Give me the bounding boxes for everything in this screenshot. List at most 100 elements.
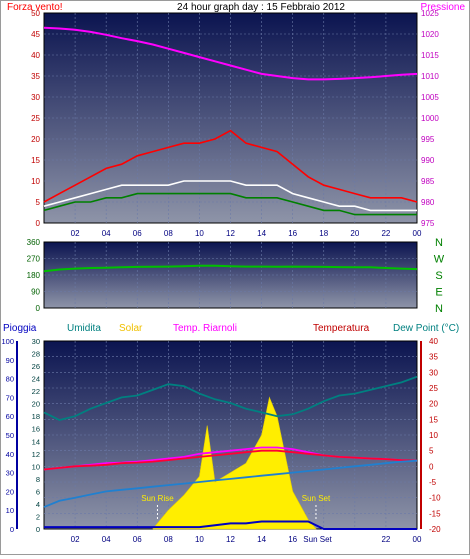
wind-x-tick: 06 — [133, 229, 142, 238]
humidity-y-tick: 4 — [36, 500, 40, 509]
direction-y-tick: 0 — [36, 304, 41, 313]
humidity-y-tick: 26 — [32, 362, 40, 371]
humidity-y-tick: 18 — [32, 412, 40, 421]
wind-y-tick: 50 — [31, 9, 40, 18]
sun-set-label: Sun Set — [302, 494, 331, 503]
temperature-x-tick: 08 — [164, 535, 173, 544]
temperature-y-tick: 10 — [429, 431, 438, 440]
rain-y-tick: 80 — [6, 375, 14, 384]
pressure-axis-title: Pressione — [421, 2, 466, 13]
humidity-y-tick: 2 — [36, 512, 40, 521]
temperature-y-tick: -15 — [429, 509, 441, 518]
wind-y-tick: 10 — [31, 177, 40, 186]
wind-pressure-series-3 — [43, 26, 418, 81]
temperature-y-tick: 40 — [429, 337, 438, 346]
legend-label: Solar — [119, 323, 143, 334]
rain-y-tick: 60 — [6, 412, 14, 421]
pressure-y-tick: 1005 — [421, 93, 439, 102]
wind-pressure-series-1 — [43, 180, 417, 212]
rain-y-tick: 90 — [6, 356, 14, 365]
wind-x-tick: 14 — [257, 229, 266, 238]
humidity-y-tick: 12 — [32, 450, 40, 459]
temperature-x-tick: 04 — [102, 535, 111, 544]
temperature-series-4 — [44, 520, 417, 530]
chart-title: 24 hour graph day : 15 Febbraio 2012 — [177, 2, 345, 13]
direction-y-tick: 180 — [27, 271, 41, 280]
temperature-y-tick: 5 — [429, 447, 434, 456]
humidity-y-tick: 20 — [32, 400, 40, 409]
wind-pressure-series-2 — [43, 192, 417, 216]
humidity-y-tick: 16 — [32, 425, 40, 434]
wind-x-tick: 00 — [413, 229, 422, 238]
wind-y-tick: 15 — [31, 156, 40, 165]
temperature-y-tick: 30 — [429, 368, 438, 377]
wind-x-tick: 20 — [350, 229, 359, 238]
temperature-x-tick: 00 — [413, 535, 422, 544]
wind-axis-title: Forza vento! — [7, 2, 63, 13]
rain-y-tick: 30 — [6, 469, 14, 478]
pressure-y-tick: 1000 — [421, 114, 439, 123]
rain-y-tick: 40 — [6, 450, 14, 459]
sun-rise-label: Sun Rise — [141, 494, 174, 503]
humidity-y-tick: 6 — [36, 487, 40, 496]
wind-x-tick: 02 — [71, 229, 80, 238]
humidity-y-tick: 30 — [32, 337, 40, 346]
temperature-y-tick: 25 — [429, 384, 438, 393]
temperature-series-2 — [43, 449, 418, 471]
temperature-x-tick: 12 — [226, 535, 235, 544]
legend-label: Temp. Riarnoli — [173, 323, 237, 334]
temperature-y-tick: -20 — [429, 525, 441, 534]
legend-label: Umidita — [67, 323, 101, 334]
legend-label: Pioggia — [3, 323, 37, 334]
temperature-y-tick: 0 — [429, 462, 434, 471]
pressure-y-tick: 995 — [421, 135, 435, 144]
wind-x-tick: 10 — [195, 229, 204, 238]
wind-y-tick: 25 — [31, 114, 40, 123]
pressure-y-tick: 990 — [421, 156, 435, 165]
humidity-y-tick: 10 — [32, 462, 40, 471]
direction-y-tick: 90 — [31, 288, 40, 297]
wind-x-tick: 16 — [288, 229, 297, 238]
compass-label: N — [435, 303, 443, 315]
wind-y-tick: 30 — [31, 93, 40, 102]
compass-label: N — [435, 237, 443, 249]
humidity-y-tick: 22 — [32, 387, 40, 396]
rain-y-tick: 0 — [10, 525, 14, 534]
wind-x-tick: 04 — [102, 229, 111, 238]
humidity-y-tick: 0 — [36, 525, 40, 534]
wind-y-tick: 40 — [31, 51, 40, 60]
pressure-y-tick: 1015 — [421, 51, 439, 60]
rain-y-tick: 20 — [6, 487, 14, 496]
pressure-y-tick: 1020 — [421, 30, 439, 39]
wind-y-tick: 20 — [31, 135, 40, 144]
humidity-y-tick: 28 — [32, 350, 40, 359]
temperature-x-tick: 06 — [133, 535, 142, 544]
temperature-x-tick: 22 — [381, 535, 390, 544]
wind-x-tick: 12 — [226, 229, 235, 238]
pressure-y-tick: 1025 — [421, 9, 439, 18]
temperature-y-tick: 15 — [429, 415, 438, 424]
wind-x-tick: 18 — [319, 229, 328, 238]
direction-y-tick: 270 — [27, 255, 41, 264]
temperature-x-tick: Sun Set — [303, 535, 332, 544]
temperature-x-tick: 14 — [257, 535, 266, 544]
humidity-y-tick: 24 — [32, 375, 40, 384]
legend-label: Dew Point (°C) — [393, 323, 459, 334]
wind-y-tick: 45 — [31, 30, 40, 39]
temperature-y-tick: -5 — [429, 478, 437, 487]
compass-label: E — [435, 287, 442, 299]
pressure-y-tick: 985 — [421, 177, 435, 186]
pressure-y-tick: 980 — [421, 198, 435, 207]
rain-y-tick: 70 — [6, 393, 14, 402]
direction-y-tick: 360 — [27, 238, 41, 247]
compass-label: W — [434, 254, 445, 266]
temperature-x-tick: 10 — [195, 535, 204, 544]
rain-y-tick: 100 — [1, 337, 14, 346]
pressure-y-tick: 975 — [421, 219, 435, 228]
wind-x-tick: 22 — [381, 229, 390, 238]
wind-y-tick: 35 — [31, 72, 40, 81]
compass-label: S — [435, 270, 442, 282]
humidity-y-tick: 14 — [32, 437, 40, 446]
